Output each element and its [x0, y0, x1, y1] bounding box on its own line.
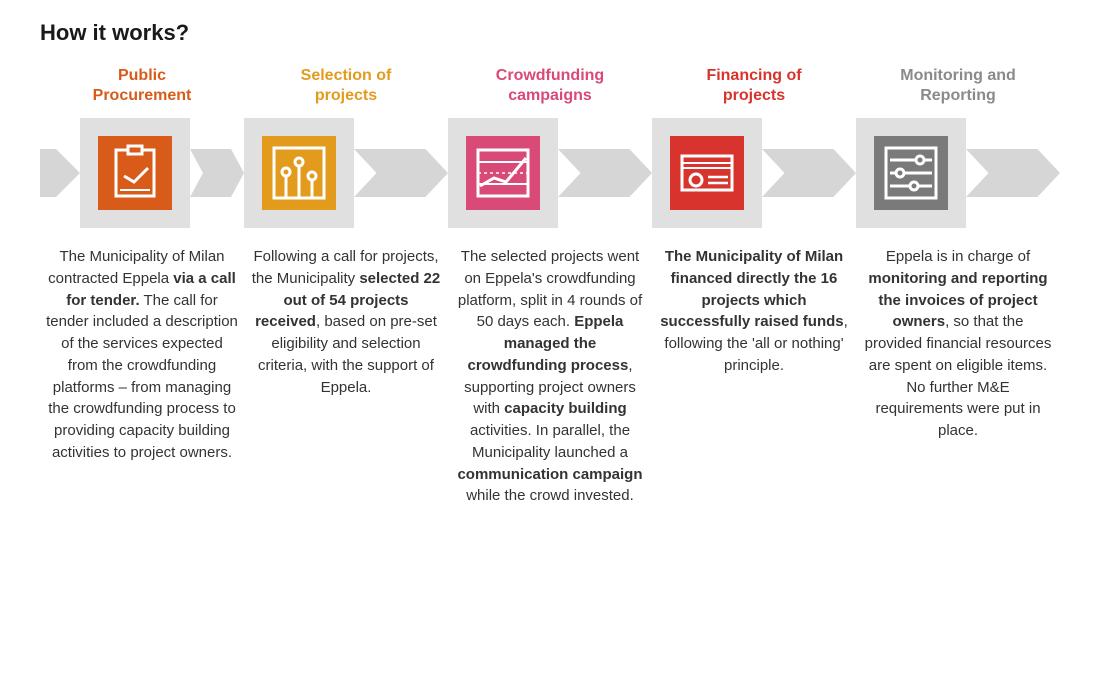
connector-arrow [190, 118, 244, 228]
step-monitoring-and-reporting: Monitoring and Reporting Eppela is in ch… [856, 64, 1060, 507]
chart-icon [466, 136, 540, 210]
step-crowdfunding-campaigns: Crowdfunding campaigns The selected proj… [448, 64, 652, 507]
step-icon-tile [652, 118, 762, 228]
step-header: Monitoring and Reporting [896, 64, 1020, 108]
tender-icon [98, 136, 172, 210]
step-description: The Municipality of Milan financed direc… [652, 246, 856, 377]
step-icon-row [652, 118, 856, 228]
step-description: The Municipality of Milan contracted Epp… [40, 246, 244, 464]
sliders-icon [874, 136, 948, 210]
connector-arrow [762, 118, 856, 228]
step-icon-tile [80, 118, 190, 228]
circuit-icon [262, 136, 336, 210]
step-description: The selected projects went on Eppela's c… [448, 246, 652, 507]
step-financing-of-projects: Financing of projects The Municipality o… [652, 64, 856, 507]
step-public-procurement: Public Procurement The Municipality of M… [40, 64, 244, 507]
step-icon-row [40, 118, 244, 228]
step-header: Crowdfunding campaigns [492, 64, 608, 108]
connector-arrow [354, 118, 448, 228]
step-header: Public Procurement [89, 64, 196, 108]
step-description: Following a call for projects, the Munic… [244, 246, 448, 398]
connector-arrow [558, 118, 652, 228]
lead-arrow [40, 149, 80, 197]
step-icon-tile [244, 118, 354, 228]
step-header: Selection of projects [297, 64, 396, 108]
step-icon-tile [448, 118, 558, 228]
step-icon-tile [856, 118, 966, 228]
step-icon-row [244, 118, 448, 228]
page-title: How it works? [40, 20, 1060, 46]
step-selection-of-projects: Selection of projects Following a call f… [244, 64, 448, 507]
money-icon [670, 136, 744, 210]
step-description: Eppela is in charge of monitoring and re… [856, 246, 1060, 442]
connector-arrow [966, 118, 1060, 228]
step-icon-row [448, 118, 652, 228]
step-header: Financing of projects [702, 64, 805, 108]
step-icon-row [856, 118, 1060, 228]
steps-row: Public Procurement The Municipality of M… [40, 64, 1060, 507]
